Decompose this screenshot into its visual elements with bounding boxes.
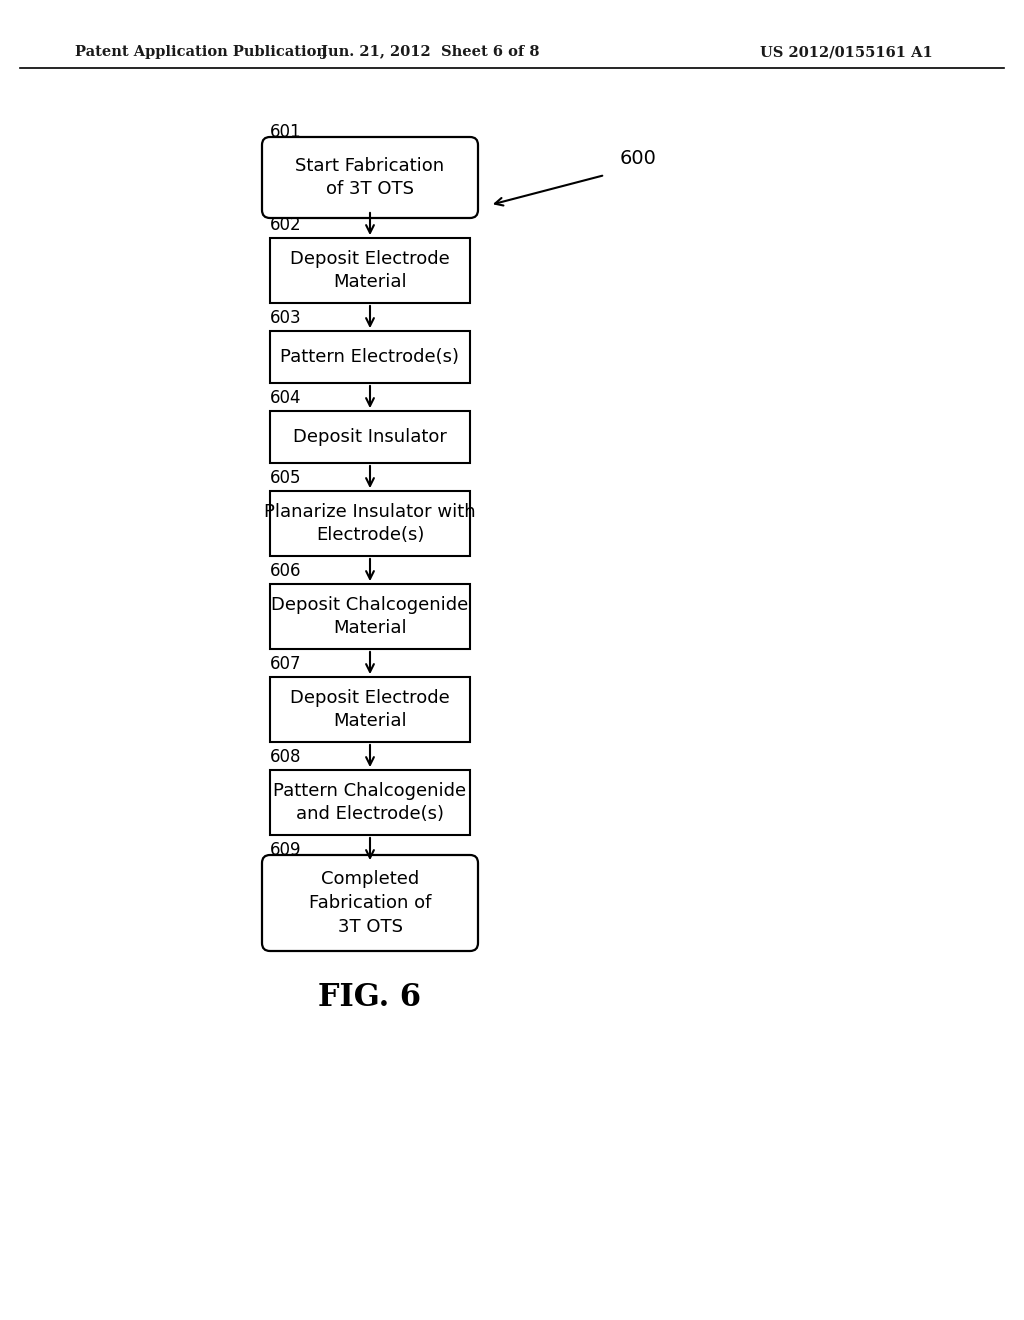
Bar (270, 491, 470, 556)
Text: 601: 601 (270, 123, 302, 141)
Text: Patent Application Publication: Patent Application Publication (75, 45, 327, 59)
Text: US 2012/0155161 A1: US 2012/0155161 A1 (760, 45, 933, 59)
Bar (270, 677, 470, 742)
Bar (270, 331, 470, 383)
Text: Completed
Fabrication of
3T OTS: Completed Fabrication of 3T OTS (309, 870, 431, 936)
Text: Pattern Electrode(s): Pattern Electrode(s) (281, 348, 460, 366)
Text: 609: 609 (270, 841, 301, 859)
Text: 602: 602 (270, 216, 302, 234)
Bar (270, 411, 470, 463)
Text: Deposit Chalcogenide
Material: Deposit Chalcogenide Material (271, 595, 469, 638)
Text: 604: 604 (270, 389, 301, 407)
Text: 606: 606 (270, 562, 301, 579)
Text: Planarize Insulator with
Electrode(s): Planarize Insulator with Electrode(s) (264, 503, 476, 544)
Text: FIG. 6: FIG. 6 (318, 982, 422, 1014)
Text: Jun. 21, 2012  Sheet 6 of 8: Jun. 21, 2012 Sheet 6 of 8 (321, 45, 540, 59)
Text: 603: 603 (270, 309, 302, 327)
Text: Deposit Electrode
Material: Deposit Electrode Material (290, 249, 450, 292)
Bar (270, 238, 470, 304)
Text: Start Fabrication
of 3T OTS: Start Fabrication of 3T OTS (296, 157, 444, 198)
Text: 605: 605 (270, 469, 301, 487)
Text: Pattern Chalcogenide
and Electrode(s): Pattern Chalcogenide and Electrode(s) (273, 781, 467, 824)
Text: Deposit Electrode
Material: Deposit Electrode Material (290, 689, 450, 730)
FancyBboxPatch shape (262, 137, 478, 218)
FancyBboxPatch shape (262, 855, 478, 950)
Text: 608: 608 (270, 748, 301, 766)
Bar (270, 770, 470, 836)
Text: Deposit Insulator: Deposit Insulator (293, 428, 446, 446)
Text: 600: 600 (620, 149, 656, 168)
Text: 607: 607 (270, 655, 301, 673)
Bar (270, 583, 470, 649)
